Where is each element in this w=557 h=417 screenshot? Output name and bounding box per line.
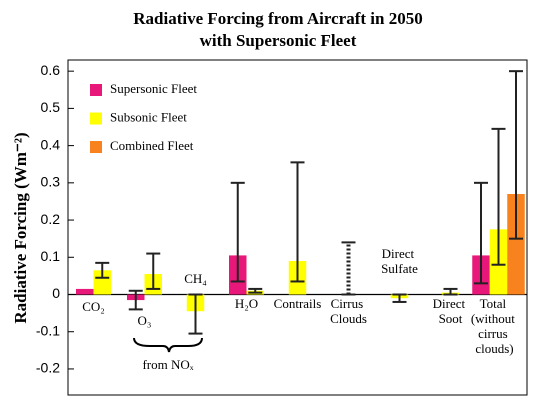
bar (76, 288, 94, 295)
group-label: from NOₓ (142, 357, 193, 372)
legend-swatch (90, 141, 102, 153)
y-tick-label: 0.6 (41, 62, 61, 78)
legend-label: Combined Fleet (110, 138, 194, 153)
y-tick-label: -0.2 (36, 360, 60, 376)
chart-title: Radiative Forcing from Aircraft in 2050 (133, 9, 422, 28)
y-tick-label: 0.3 (41, 174, 61, 190)
x-tick-label: Total (without cirrus clouds) (471, 296, 518, 356)
x-tick-label: CO₂ (82, 299, 105, 314)
y-tick-label: 0.4 (41, 136, 61, 152)
x-tick-label: Direct Soot (433, 296, 469, 326)
chart-subtitle: with Supersonic Fleet (200, 31, 357, 50)
x-tick-label: H₂O (235, 296, 258, 311)
x-tick-label: CH₄ (184, 271, 207, 286)
group-brace (133, 337, 203, 353)
legend-label: Subsonic Fleet (110, 109, 187, 124)
x-tick-label: Contrails (274, 296, 322, 311)
bar (93, 270, 111, 295)
y-axis-label: Radiative Forcing (Wm⁻²) (11, 132, 30, 323)
bar (507, 194, 525, 295)
y-tick-label: 0.5 (41, 99, 61, 115)
x-tick-label: Direct Sulfate (381, 246, 418, 276)
y-tick-label: 0 (52, 285, 60, 301)
legend-label: Supersonic Fleet (110, 81, 197, 96)
x-tick-label: O₃ (138, 313, 152, 328)
y-tick-label: 0.2 (41, 211, 61, 227)
legend-swatch (90, 112, 102, 125)
x-tick-label: Cirrus Clouds (330, 296, 367, 326)
plot-frame (67, 59, 528, 396)
legend-swatch (90, 84, 102, 96)
y-tick-label: -0.1 (36, 322, 60, 338)
y-tick-label: 0.1 (41, 248, 61, 264)
